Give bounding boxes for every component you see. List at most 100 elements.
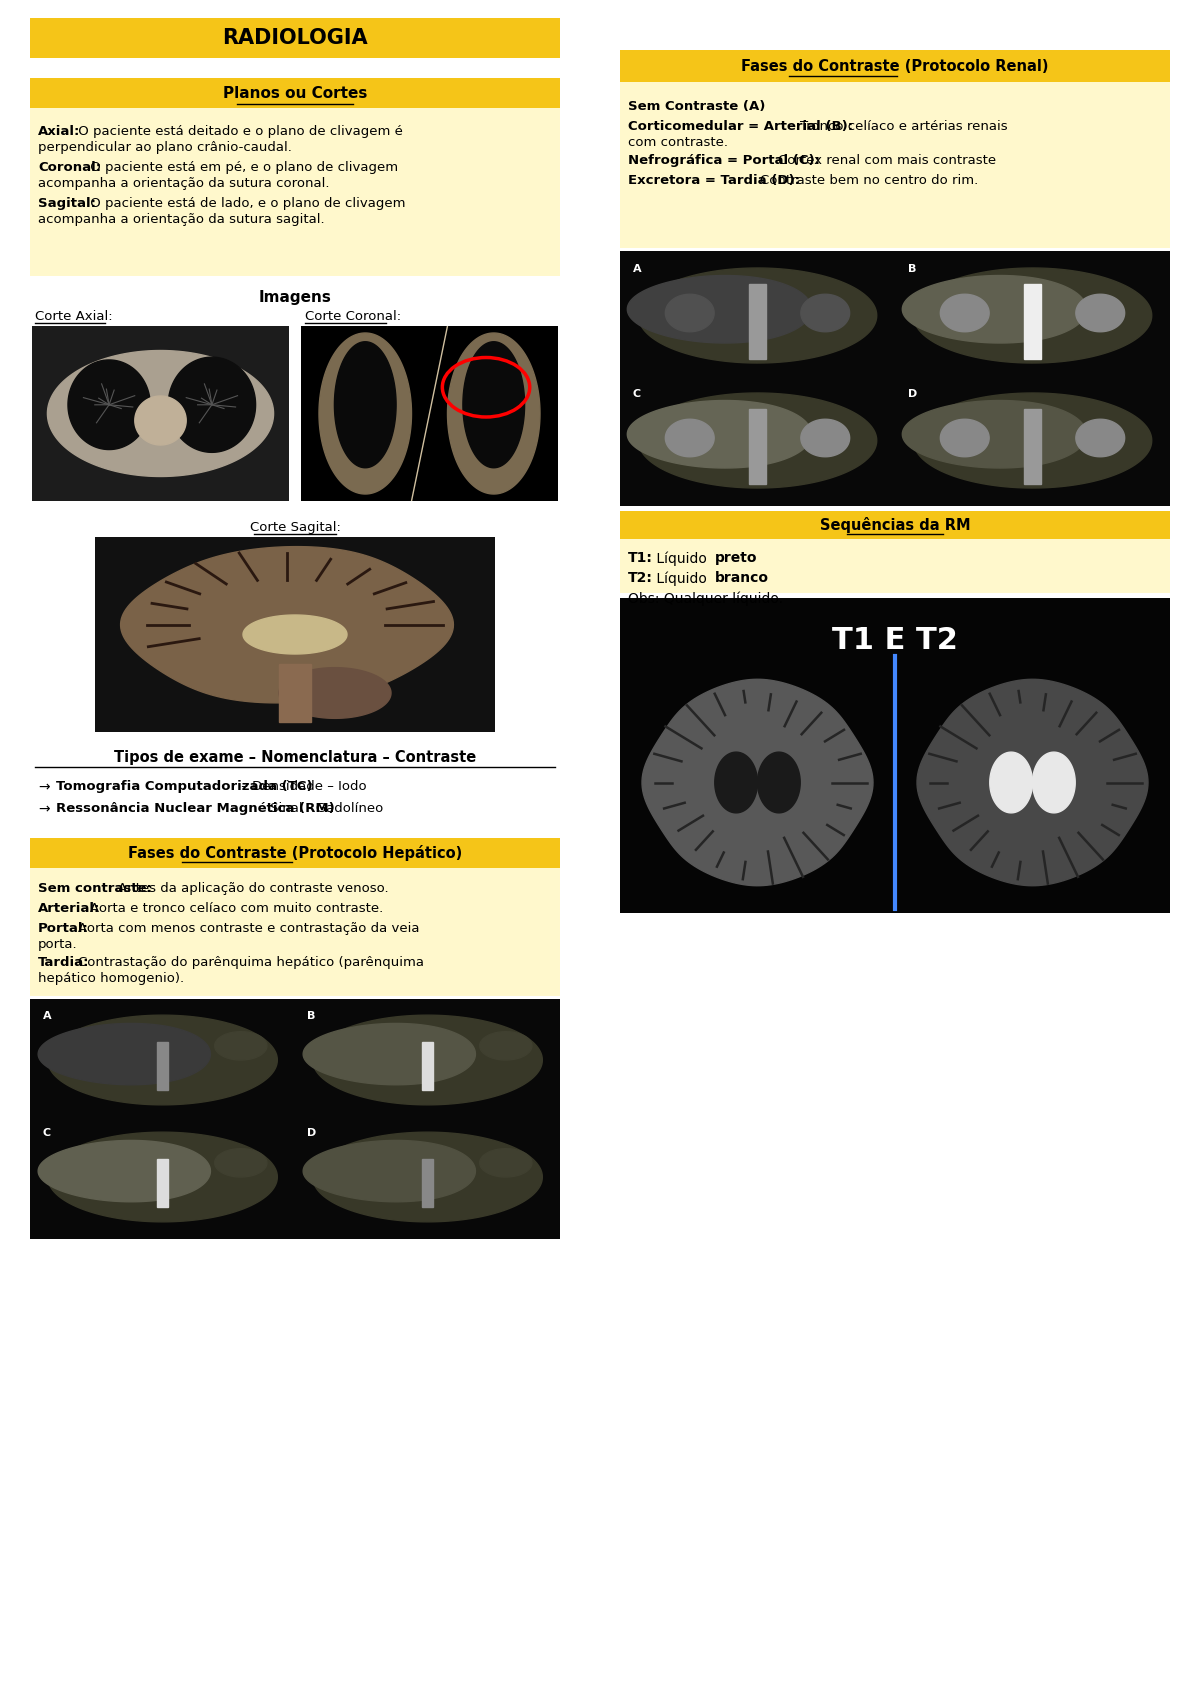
- Polygon shape: [463, 341, 524, 467]
- Bar: [620, 598, 1170, 914]
- Text: Tomografia Computadorizada (TC): Tomografia Computadorizada (TC): [56, 779, 313, 793]
- Polygon shape: [665, 419, 714, 457]
- Text: acompanha a orientação da sutura sagital.: acompanha a orientação da sutura sagital…: [38, 212, 325, 226]
- Text: Contraste bem no centro do rim.: Contraste bem no centro do rim.: [761, 173, 978, 187]
- Polygon shape: [902, 275, 1086, 343]
- Polygon shape: [1025, 284, 1040, 360]
- Polygon shape: [48, 350, 274, 477]
- Polygon shape: [157, 1160, 168, 1207]
- Text: acompanha a orientação da sutura coronal.: acompanha a orientação da sutura coronal…: [38, 177, 330, 190]
- Text: Tardia:: Tardia:: [38, 956, 90, 970]
- Text: Coronal:: Coronal:: [38, 161, 101, 173]
- Text: RADIOLOGIA: RADIOLOGIA: [222, 27, 368, 48]
- Polygon shape: [749, 284, 766, 360]
- Text: Fases do Contraste (Protocolo Hepático): Fases do Contraste (Protocolo Hepático): [128, 846, 462, 861]
- Text: →: →: [38, 801, 49, 817]
- Text: B: B: [307, 1010, 316, 1020]
- Text: Nefrográfica = Portal (C):: Nefrográfica = Portal (C):: [628, 155, 820, 166]
- Text: Líquido: Líquido: [652, 550, 712, 565]
- Text: Líquido: Líquido: [652, 571, 712, 586]
- Polygon shape: [215, 1148, 266, 1177]
- Polygon shape: [749, 409, 766, 484]
- Polygon shape: [1032, 752, 1075, 813]
- Text: Obs: Qualquer líquido.: Obs: Qualquer líquido.: [628, 591, 784, 606]
- Polygon shape: [134, 396, 186, 445]
- Polygon shape: [319, 333, 412, 494]
- Polygon shape: [941, 294, 989, 331]
- Bar: [30, 998, 560, 1240]
- Text: T2:: T2:: [628, 571, 653, 586]
- Polygon shape: [121, 547, 454, 703]
- Text: →: →: [38, 779, 49, 795]
- Polygon shape: [480, 1032, 532, 1060]
- Polygon shape: [448, 333, 540, 494]
- Bar: [30, 839, 560, 868]
- Text: preto: preto: [715, 550, 757, 565]
- Polygon shape: [215, 1032, 266, 1060]
- Text: O paciente está deitado e o plano de clivagem é: O paciente está deitado e o plano de cli…: [74, 126, 403, 138]
- Polygon shape: [941, 419, 989, 457]
- Text: Corte Coronal:: Corte Coronal:: [305, 311, 401, 323]
- Polygon shape: [902, 401, 1086, 469]
- Polygon shape: [1025, 409, 1040, 484]
- Polygon shape: [628, 401, 811, 469]
- Text: Cortex renal com mais contraste: Cortex renal com mais contraste: [778, 155, 996, 166]
- Polygon shape: [168, 357, 256, 452]
- Text: T1 E T2: T1 E T2: [832, 627, 958, 655]
- Text: A: A: [632, 263, 642, 273]
- Polygon shape: [280, 667, 391, 718]
- Polygon shape: [304, 1024, 475, 1085]
- Polygon shape: [422, 1160, 433, 1207]
- Text: Sagital:: Sagital:: [38, 197, 96, 211]
- Bar: [30, 78, 560, 109]
- Text: – Sinal - Gadolíneo: – Sinal - Gadolíneo: [254, 801, 383, 815]
- Polygon shape: [313, 1015, 542, 1105]
- Polygon shape: [800, 294, 850, 331]
- Text: Antes da aplicação do contraste venoso.: Antes da aplicação do contraste venoso.: [119, 881, 389, 895]
- Text: Corte Axial:: Corte Axial:: [35, 311, 113, 323]
- Polygon shape: [422, 1043, 433, 1090]
- Text: Axial:: Axial:: [38, 126, 80, 138]
- Polygon shape: [913, 392, 1152, 487]
- Text: porta.: porta.: [38, 937, 78, 951]
- Polygon shape: [48, 1133, 277, 1223]
- Bar: [620, 511, 1170, 593]
- Polygon shape: [480, 1148, 532, 1177]
- Text: Sem contraste:: Sem contraste:: [38, 881, 152, 895]
- Text: Planos ou Cortes: Planos ou Cortes: [223, 85, 367, 100]
- Polygon shape: [917, 679, 1148, 886]
- Text: com contraste.: com contraste.: [628, 136, 728, 149]
- Text: Imagens: Imagens: [258, 290, 331, 306]
- Polygon shape: [715, 752, 757, 813]
- Polygon shape: [800, 419, 850, 457]
- Polygon shape: [990, 752, 1032, 813]
- Text: Ressonância Nuclear Magnética (RM): Ressonância Nuclear Magnética (RM): [56, 801, 335, 815]
- Text: D: D: [908, 389, 917, 399]
- Polygon shape: [1076, 419, 1124, 457]
- Polygon shape: [68, 360, 150, 450]
- Polygon shape: [1076, 294, 1124, 331]
- Bar: [620, 251, 1170, 506]
- Bar: [620, 49, 1170, 248]
- Polygon shape: [304, 1141, 475, 1202]
- Polygon shape: [38, 1141, 210, 1202]
- Text: branco: branco: [715, 571, 769, 586]
- Text: D: D: [307, 1127, 317, 1138]
- Bar: [95, 537, 496, 732]
- Text: C: C: [42, 1127, 50, 1138]
- Polygon shape: [757, 752, 800, 813]
- Polygon shape: [157, 1043, 168, 1090]
- Text: Aorta com menos contraste e contrastação da veia: Aorta com menos contraste e contrastação…: [78, 922, 420, 936]
- Polygon shape: [38, 1024, 210, 1085]
- Bar: [301, 326, 558, 501]
- Polygon shape: [278, 664, 311, 722]
- Polygon shape: [665, 294, 714, 331]
- Text: Portal:: Portal:: [38, 922, 89, 936]
- Text: B: B: [908, 263, 917, 273]
- Text: C: C: [632, 389, 641, 399]
- Text: Excretora = Tardia (D):: Excretora = Tardia (D):: [628, 173, 800, 187]
- Polygon shape: [913, 268, 1152, 363]
- Polygon shape: [628, 275, 811, 343]
- Bar: [30, 839, 560, 997]
- Text: Sequências da RM: Sequências da RM: [820, 516, 971, 533]
